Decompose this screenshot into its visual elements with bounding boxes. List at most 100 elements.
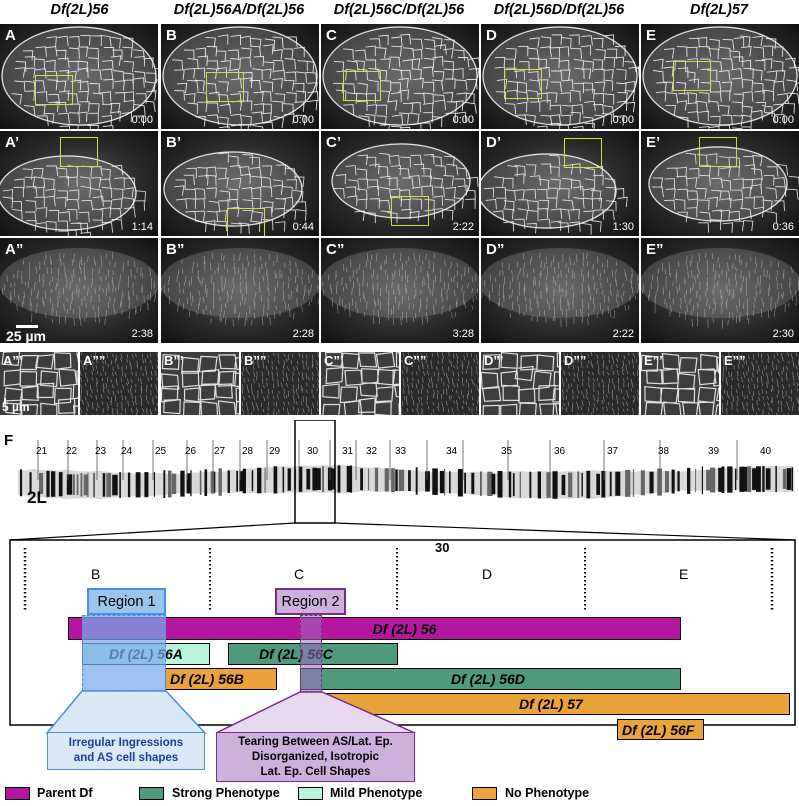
band-number: 22 [66,446,78,457]
df-56-bar: Df (2L) 56 [68,617,681,640]
zoom-panel: D”’ [481,352,559,415]
micrograph-panel: C 0:00 [321,24,479,129]
zoom-cell-pattern [641,353,719,415]
df-56f-label: Df (2L) 56F [622,721,695,738]
legend-label-none: No Phenotype [505,786,590,800]
zoom-panel-label: A”’ [3,353,23,368]
chromosome-band [186,473,191,494]
chromosome-band [298,466,303,492]
chromosome-band [444,469,446,496]
panel-timestamp: 0:00 [612,114,634,126]
chromosome-band [350,465,352,493]
chromosome-band [491,473,496,495]
zoom-cell-pattern [401,352,479,415]
chromosome-band [640,470,645,496]
column-title-df57: Df(2L)57 [689,2,748,18]
panel-timestamp: 1:30 [612,221,634,233]
chromosome-band [739,466,745,492]
df-57-label: Df (2L) 57 [519,696,583,712]
zoom-panel: B”’ [161,352,239,415]
panel-label: D’ [486,134,501,151]
chromosome-band [791,467,793,491]
panel-timestamp: 0:00 [131,114,153,126]
micrograph-panel: E’ 0:36 [641,131,799,236]
cell-network [648,146,799,233]
micrograph-panel: A 0:00 [0,24,158,129]
chromosome-band [190,470,192,497]
chromosome-band [273,466,278,494]
micrograph-panel: C” 3:28 [321,238,479,343]
chromosome-band [58,472,63,497]
zoom-panel: B”” [241,352,319,415]
chromosome-band [665,471,669,493]
band-number: 28 [242,446,254,457]
chromosome-band [586,470,591,499]
chromosome-band [786,468,792,490]
roi-box [673,61,711,91]
chromosome-band [93,472,95,498]
panel-timestamp: 0:00 [292,114,314,126]
zoom-cell-pattern [1,352,78,415]
chromosome-band [337,465,341,493]
chromosome-band [218,468,222,496]
zoom-panel-label: B”” [244,353,267,368]
chromosome-band [677,471,680,492]
zoom-cell-pattern [80,352,158,415]
panel-timestamp: 1:14 [131,221,153,233]
panel-timestamp: 0:00 [772,114,794,126]
band-30-highlight [294,420,336,524]
band-number: 39 [708,446,720,457]
chromosome-band [239,471,244,492]
column-title-df56: Df(2L)56 [50,2,109,18]
band-number: 34 [446,446,458,457]
roi-box [227,208,265,236]
zoom-panel-label: E”’ [644,353,663,368]
zoom-panel: A”’ [0,352,78,415]
df-56b-bar: Df (2L) 56B [165,668,277,690]
panel-timestamp: 2:38 [131,328,153,340]
subdivision-c: C [294,566,305,582]
band-number: 30 [307,446,319,457]
cell-network [163,151,307,234]
zoom-panel: D”” [561,352,639,415]
cell-network [481,248,639,328]
panel-label-f: F [4,432,14,449]
panel-label: A [5,27,16,44]
chromosome-band [519,472,521,498]
chromosome-band [552,471,558,499]
band-number: 33 [395,446,407,457]
zoom-cell-pattern [161,354,239,415]
chromosome-band [706,469,711,491]
cell-network [641,248,799,329]
chromosome-band [546,472,551,498]
legend-label-mild: Mild Phenotype [330,786,423,800]
band-number: 32 [366,446,378,457]
band-number: 31 [342,446,354,457]
chromosome-band [762,466,765,493]
band-number: 23 [95,446,107,457]
column-title-df56d: Df(2L)56D/Df(2L)56 [493,2,625,18]
chromosome-band [106,473,112,497]
chromosome-band [601,470,606,498]
chromosome-band [512,473,515,497]
chromosome-band [153,472,155,497]
band-number: 27 [214,446,226,457]
micrograph-panel: B 0:00 [161,24,319,129]
chromosome-band [687,467,691,494]
chromosome-band [457,469,463,497]
chromosome-band [322,466,324,492]
legend-swatch-strong [139,787,164,800]
chromosome-band [649,471,654,494]
chromosome-band [432,468,438,495]
chromosome-band [671,469,675,494]
chromosome-band [204,469,208,496]
chromosome-band [144,472,149,498]
subdivision-d: D [482,566,493,582]
legend-swatch-parent [5,787,30,800]
band-number: 24 [121,446,133,457]
band-number: 35 [501,446,513,457]
panel-timestamp: 2:30 [772,328,794,340]
chromosome-band [561,474,566,495]
chromosome-band [395,469,398,491]
zoom-line-left [9,522,296,541]
